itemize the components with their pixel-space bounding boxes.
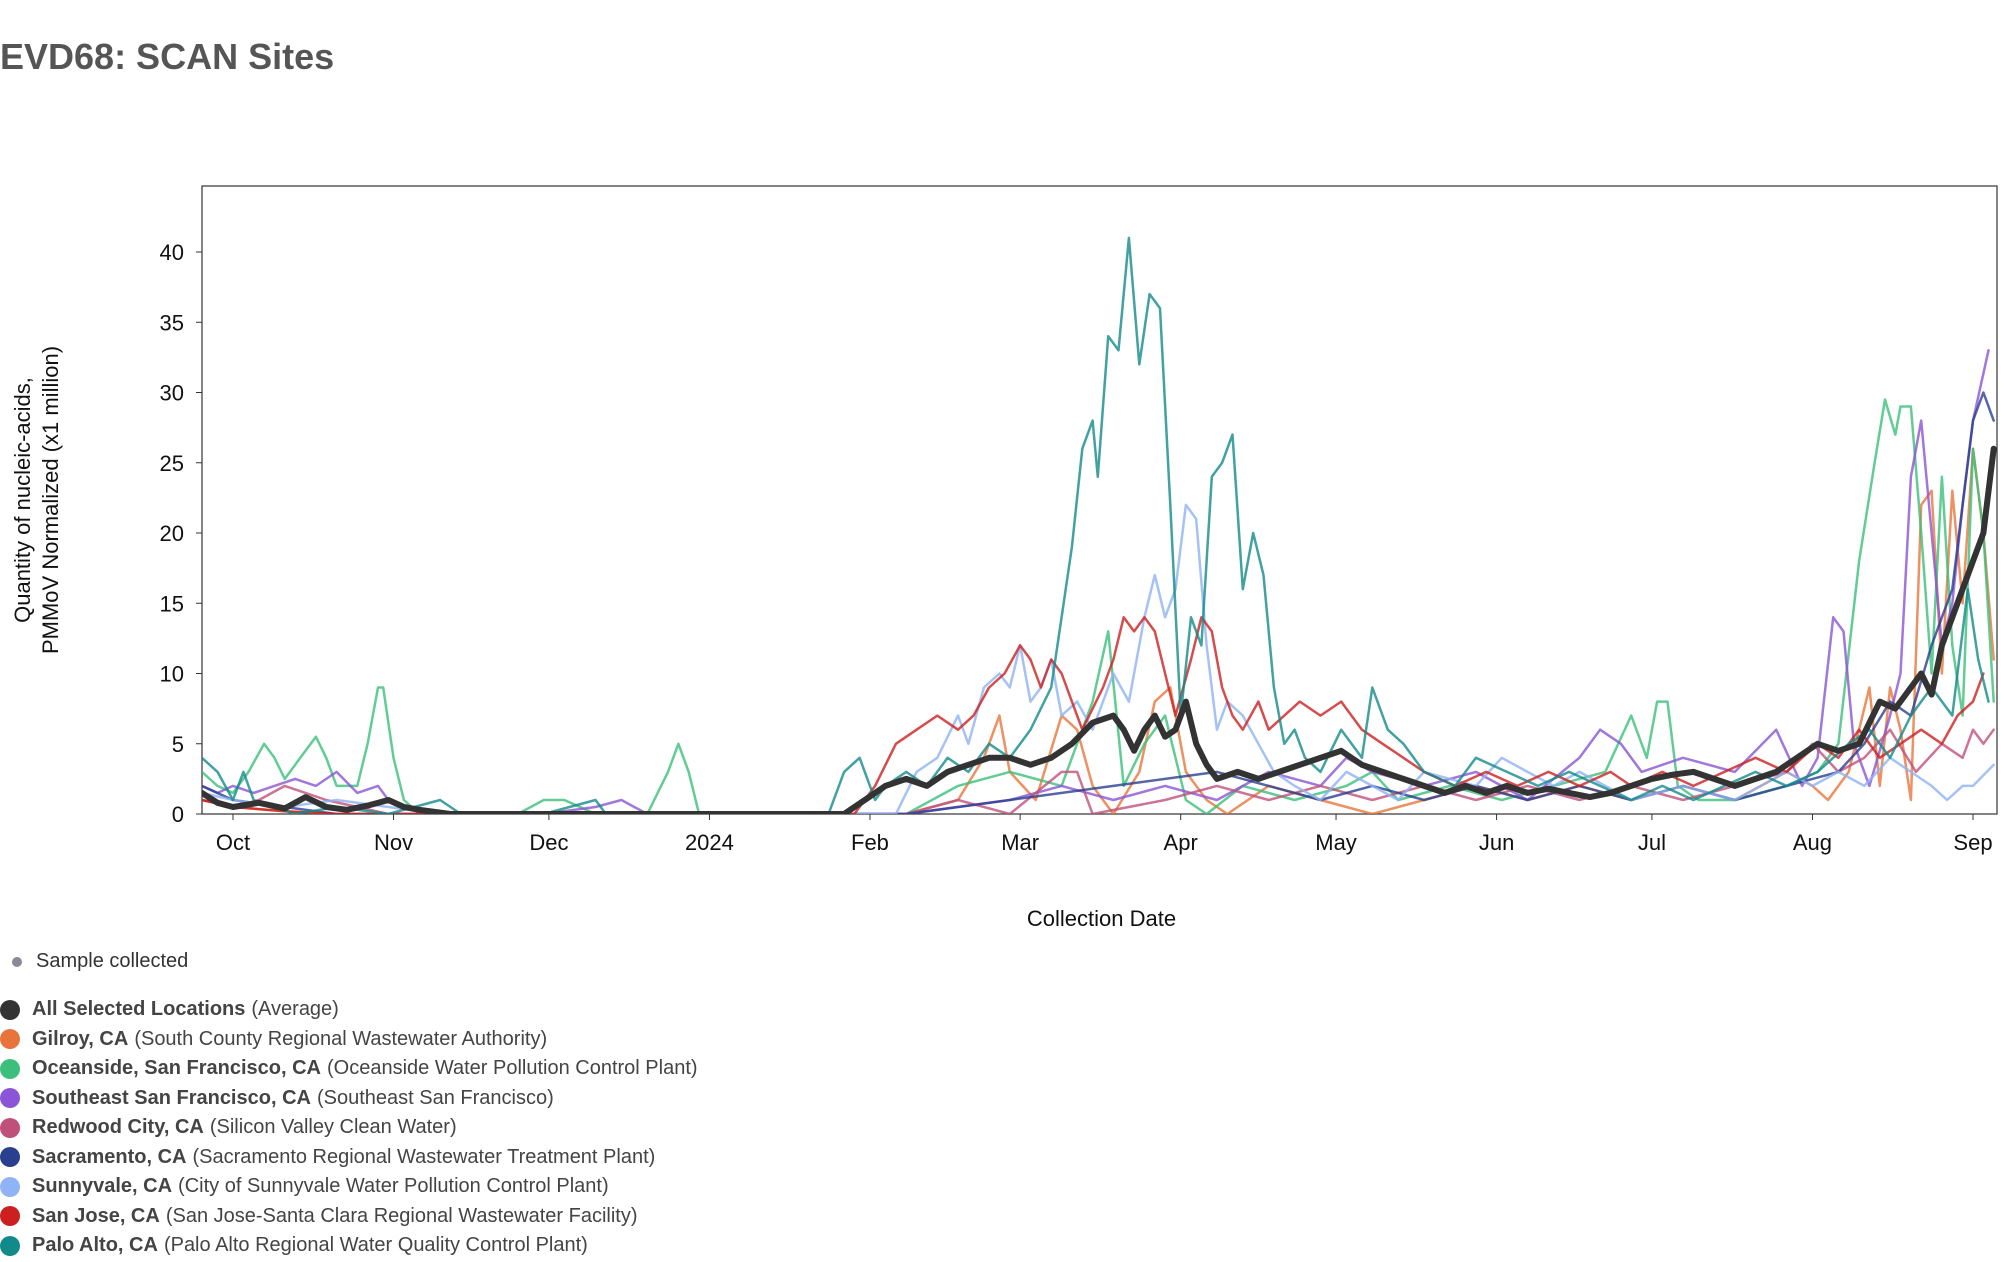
legend-items: All Selected Locations (Average) Gilroy, C… <box>0 995 698 1261</box>
x-tick-label: Dec <box>529 830 568 855</box>
y-tick-label: 5 <box>172 732 184 757</box>
y-axis-label-line: Quantity of nucleic-acids, <box>10 377 35 623</box>
legend-item-desc: (Oceanside Water Pollution Control Plant… <box>327 1057 698 1080</box>
chart-axes: 0 5 10 15 20 25 30 35 40 Oct Nov Dec 2024 Feb Mar Apr Ma… <box>10 185 1998 931</box>
series-line-sacramento-ca <box>202 391 1995 814</box>
legend-item-desc: (Sacramento Regional Wastewater Treatmen… <box>192 1145 656 1168</box>
legend-item-desc: (Palo Alto Regional Water Quality Contro… <box>163 1234 588 1257</box>
series-line-all-selected-locations <box>202 445 1997 814</box>
series-line-gilroy-ca <box>202 447 1995 814</box>
line-chart: 0 5 10 15 20 25 30 35 40 Oct Nov Dec 2024 Feb Mar Apr Ma… <box>10 185 1998 931</box>
legend-item[interactable]: Sacramento, CA (Sacramento Regional Waste… <box>0 1143 698 1173</box>
series-line-san-jose-ca <box>202 616 1985 814</box>
y-tick-label: 10 <box>160 662 184 687</box>
legend-item[interactable]: Gilroy, CA (South County Regional Wastewa… <box>0 1025 698 1055</box>
x-tick-label: 2024 <box>685 830 734 855</box>
legend-item[interactable]: Palo Alto, CA (Palo Alto Regional Water Q… <box>0 1231 698 1261</box>
legend-item-name: All Selected Locations <box>32 998 246 1021</box>
y-tick-label: 25 <box>160 451 184 476</box>
legend-item-desc: (San Jose-Santa Clara Regional Wastewate… <box>165 1204 638 1227</box>
legend-item[interactable]: Sunnyvale, CA (City of Sunnyvale Water Po… <box>0 1172 698 1202</box>
y-tick-label: 20 <box>160 521 184 546</box>
chart-series <box>202 236 1997 814</box>
x-axis-label: Collection Date <box>1027 906 1176 931</box>
y-tick-label: 40 <box>160 240 184 265</box>
x-tick-label: Feb <box>851 830 889 855</box>
legend-swatch-icon <box>0 999 20 1020</box>
legend: Sample collected All Selected Locations(… <box>0 950 698 1261</box>
legend-swatch-icon <box>0 1147 20 1168</box>
legend-item-name: Redwood City, CA <box>32 1116 204 1139</box>
series-line-palo-alto-ca <box>202 236 1990 814</box>
x-tick-label: Aug <box>1793 830 1832 855</box>
legend-sample-label: Sample collected <box>36 950 189 972</box>
y-tick-label: 35 <box>160 310 184 335</box>
series-line-oceanside-san-francisco-ca <box>202 398 1995 814</box>
legend-item[interactable]: Southeast San Francisco, CA (Southeast Sa… <box>0 1084 698 1114</box>
legend-item-name: Gilroy, CA <box>32 1027 129 1050</box>
legend-item-name: Southeast San Francisco, CA <box>32 1086 311 1109</box>
y-axis-label-line: PMMoV Normalized (x1 million) <box>38 346 63 654</box>
legend-swatch-icon <box>0 1176 20 1197</box>
legend-item-name: San Jose, CA <box>32 1204 160 1227</box>
x-tick-label: May <box>1315 830 1357 855</box>
legend-item[interactable]: All Selected Locations (Average) <box>0 995 698 1025</box>
x-tick-label: Oct <box>216 830 250 855</box>
legend-item[interactable]: Oceanside, San Francisco, CA (Oceanside W… <box>0 1054 698 1084</box>
page-title: EVD68: SCAN Sites <box>0 36 335 77</box>
y-axis-label: Quantity of nucleic-acids, PMMoV Normaliz… <box>10 346 63 654</box>
legend-item-desc: (Average) <box>251 998 339 1021</box>
x-tick-label: Mar <box>1001 830 1039 855</box>
x-tick-label: Jun <box>1479 830 1514 855</box>
legend-swatch-icon <box>0 1206 20 1227</box>
legend-swatch-icon <box>0 1088 20 1109</box>
legend-item-desc: (South County Regional Wastewater Author… <box>134 1027 548 1050</box>
x-tick-label: Apr <box>1164 830 1198 855</box>
legend-item[interactable]: Redwood City, CA (Silicon Valley Clean Wa… <box>0 1113 698 1143</box>
series-line-sunnyvale-ca <box>202 503 1995 814</box>
legend-swatch-icon <box>0 1058 20 1079</box>
y-tick-label: 15 <box>160 591 184 616</box>
sample-dot-icon <box>12 956 22 967</box>
x-tick-label: Sep <box>1953 830 1992 855</box>
y-tick-label: 0 <box>172 802 184 827</box>
legend-item-desc: (Silicon Valley Clean Water) <box>209 1116 457 1139</box>
y-tick-label: 30 <box>160 381 184 406</box>
legend-item-name: Oceanside, San Francisco, CA <box>32 1057 321 1080</box>
plot-frame <box>201 185 1998 815</box>
legend-item-name: Sunnyvale, CA <box>32 1175 173 1198</box>
x-tick-label: Nov <box>374 830 413 855</box>
legend-item-desc: (City of Sunnyvale Water Pollution Contr… <box>178 1175 609 1198</box>
legend-swatch-icon <box>0 1235 20 1256</box>
legend-sample-row: Sample collected <box>0 950 698 973</box>
legend-swatch-icon <box>0 1117 20 1138</box>
legend-item-name: Palo Alto, CA <box>32 1234 158 1257</box>
legend-swatch-icon <box>0 1029 20 1050</box>
x-tick-label: Jul <box>1638 830 1666 855</box>
legend-item-name: Sacramento, CA <box>32 1145 187 1168</box>
legend-item[interactable]: San Jose, CA (San Jose-Santa Clara Region… <box>0 1202 698 1232</box>
legend-item-desc: (Southeast San Francisco) <box>316 1086 554 1109</box>
series-line-southeast-san-francisco-ca <box>202 349 1990 814</box>
